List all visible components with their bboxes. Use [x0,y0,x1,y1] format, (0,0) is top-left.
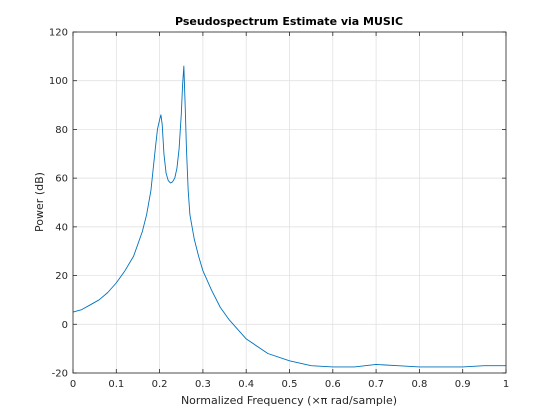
x-tick-label: 0 [70,379,76,390]
y-tick-label: 40 [55,222,68,233]
series-layer [72,65,506,368]
x-tick-label: 0.4 [238,379,254,390]
x-tick-label: 0.2 [152,379,168,390]
plot-area: 0 0.1 0.2 0.3 0.4 0.5 0.6 0.7 0.8 0.9 1 -200204060… [49,28,509,391]
y-tick-label: 60 [55,174,68,185]
series-line [72,65,506,368]
x-tick-label: 0.5 [282,379,298,390]
x-tick-label: 0.9 [455,379,471,390]
y-tick-label: 20 [55,271,68,282]
x-tick-label: 0.6 [325,379,341,390]
x-tick-label: 0.1 [108,379,124,390]
chart-title: Pseudospectrum Estimate via MUSIC [175,15,403,28]
y-tick-label: 80 [55,125,68,136]
y-axis-label: Power (dB) [33,172,46,232]
y-tick-label: 120 [49,28,68,39]
y-tick-label: 100 [49,76,68,87]
x-tick-label: 1 [503,379,509,390]
x-tick-label: 0.8 [411,379,427,390]
y-tick-label: 0 [62,320,68,331]
x-ticks: 0 0.1 0.2 0.3 0.4 0.5 0.6 0.7 0.8 0.9 1 [70,32,509,390]
x-tick-label: 0.3 [195,379,211,390]
y-ticks: -20 0 20 40 60 80 100 120 [49,28,506,380]
x-tick-label: 0.7 [368,379,384,390]
y-tick-label: -20 [52,369,68,380]
x-axis-label: Normalized Frequency (×π rad/sample) [181,394,397,407]
